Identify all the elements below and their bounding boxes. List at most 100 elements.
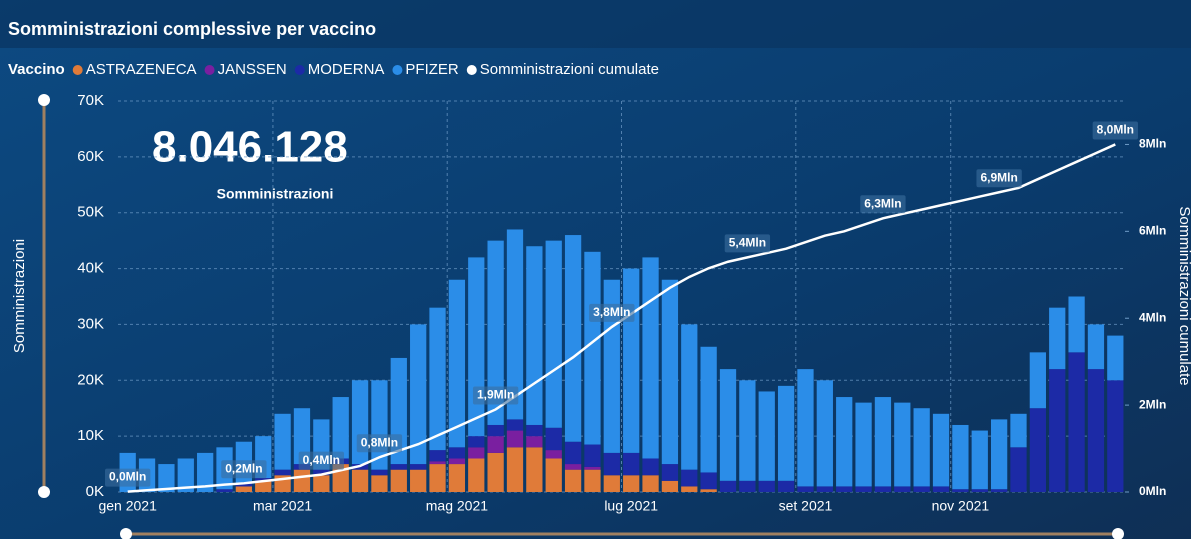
bar bbox=[642, 475, 659, 492]
data-label: 1,9Mln bbox=[477, 388, 514, 402]
data-label-group: 0,8Mln bbox=[356, 434, 403, 453]
x-tick-label: mag 2021 bbox=[426, 498, 488, 514]
bar bbox=[700, 489, 717, 492]
bar bbox=[468, 257, 485, 437]
bar bbox=[661, 279, 679, 465]
legend-label: MODERNA bbox=[308, 61, 385, 78]
slider-handle[interactable] bbox=[38, 94, 50, 106]
y-tick-label: 30K bbox=[77, 315, 104, 332]
bar bbox=[293, 408, 311, 465]
data-label-bg bbox=[724, 234, 771, 253]
data-label-bg bbox=[105, 468, 151, 487]
bar bbox=[1049, 307, 1066, 370]
data-label-group: 0,2Mln bbox=[221, 460, 267, 479]
bar bbox=[526, 447, 543, 492]
bar bbox=[255, 478, 272, 481]
bar bbox=[1087, 324, 1105, 370]
bar bbox=[797, 486, 814, 492]
data-label: 0,2Mln bbox=[225, 461, 262, 475]
bar bbox=[429, 464, 446, 492]
bar bbox=[836, 486, 853, 492]
bar bbox=[429, 307, 446, 451]
bar bbox=[855, 402, 872, 487]
slider-handle[interactable] bbox=[1112, 528, 1124, 539]
bar bbox=[371, 469, 388, 476]
bar bbox=[681, 324, 698, 470]
bar bbox=[700, 472, 717, 490]
bar bbox=[874, 397, 892, 487]
slider-handle[interactable] bbox=[38, 486, 50, 498]
bar bbox=[816, 486, 833, 492]
legend-label: PFIZER bbox=[405, 61, 459, 78]
bar bbox=[1068, 296, 1085, 353]
data-label: 0,8Mln bbox=[361, 435, 398, 449]
bar bbox=[681, 469, 698, 487]
bar bbox=[758, 391, 775, 481]
bar bbox=[506, 419, 524, 431]
y-tick-label: 20K bbox=[77, 371, 104, 388]
legend-marker bbox=[204, 65, 215, 75]
x-tick-label: set 2021 bbox=[779, 498, 833, 514]
bar bbox=[545, 427, 562, 451]
bar bbox=[468, 458, 485, 492]
bar bbox=[410, 469, 427, 492]
bar bbox=[719, 369, 737, 481]
y-tick-label: 0K bbox=[86, 483, 104, 500]
slider-handle[interactable] bbox=[120, 528, 132, 539]
bar bbox=[584, 444, 601, 467]
data-label-bg bbox=[472, 386, 519, 405]
x-tick-label: lug 2021 bbox=[604, 498, 658, 514]
data-label-group: 0,4Mln bbox=[298, 451, 345, 470]
bar bbox=[526, 246, 543, 425]
bar bbox=[971, 430, 988, 490]
bar bbox=[410, 464, 427, 470]
y-axis-title: Somministrazioni bbox=[11, 239, 28, 353]
bar bbox=[390, 469, 407, 492]
bar bbox=[158, 464, 175, 492]
bar bbox=[719, 480, 737, 492]
y2-tick-label: 4Mln bbox=[1139, 310, 1166, 324]
bar bbox=[545, 450, 562, 459]
y-tick-label: 40K bbox=[77, 260, 104, 277]
kpi-value: 8.046.128 bbox=[152, 123, 348, 172]
bar bbox=[952, 424, 969, 490]
bar bbox=[1107, 380, 1124, 492]
bar bbox=[216, 489, 233, 492]
bar bbox=[777, 385, 795, 481]
y2-axis-title: Somministrazioni cumulate bbox=[1176, 206, 1191, 385]
bar bbox=[468, 436, 485, 448]
bar bbox=[564, 235, 582, 442]
legend-marker bbox=[294, 65, 305, 75]
legend-marker bbox=[466, 65, 477, 75]
bar bbox=[758, 480, 775, 492]
data-label-group: 3,8Mln bbox=[589, 303, 635, 322]
bar bbox=[836, 397, 853, 487]
bar bbox=[313, 475, 330, 492]
data-label-bg bbox=[860, 195, 906, 214]
data-label-bg bbox=[298, 451, 345, 470]
bar bbox=[1049, 369, 1066, 492]
data-label-group: 6,3Mln bbox=[860, 195, 906, 214]
legend-label: Somministrazioni cumulate bbox=[480, 61, 659, 78]
bar bbox=[487, 436, 504, 453]
data-label-group: 5,4Mln bbox=[724, 234, 771, 253]
bar bbox=[603, 452, 620, 476]
bar bbox=[274, 469, 291, 476]
data-label-bg bbox=[356, 434, 403, 453]
data-label: 6,9Mln bbox=[980, 170, 1017, 184]
data-label: 6,3Mln bbox=[864, 196, 901, 210]
bar bbox=[274, 413, 291, 470]
bar bbox=[487, 240, 504, 425]
bar bbox=[1010, 413, 1027, 448]
bar bbox=[371, 475, 388, 492]
y2-tick-label: 2Mln bbox=[1139, 397, 1166, 411]
kpi-caption: Somministrazioni bbox=[217, 186, 334, 202]
chart-title: Somministrazioni complessive per vaccino bbox=[8, 19, 376, 39]
bar bbox=[564, 469, 582, 492]
bar bbox=[506, 229, 524, 420]
y-tick-label: 60K bbox=[77, 148, 104, 165]
y2-tick-label: 8Mln bbox=[1139, 137, 1166, 151]
x-tick-label: gen 2021 bbox=[98, 498, 157, 514]
bar bbox=[816, 380, 833, 487]
